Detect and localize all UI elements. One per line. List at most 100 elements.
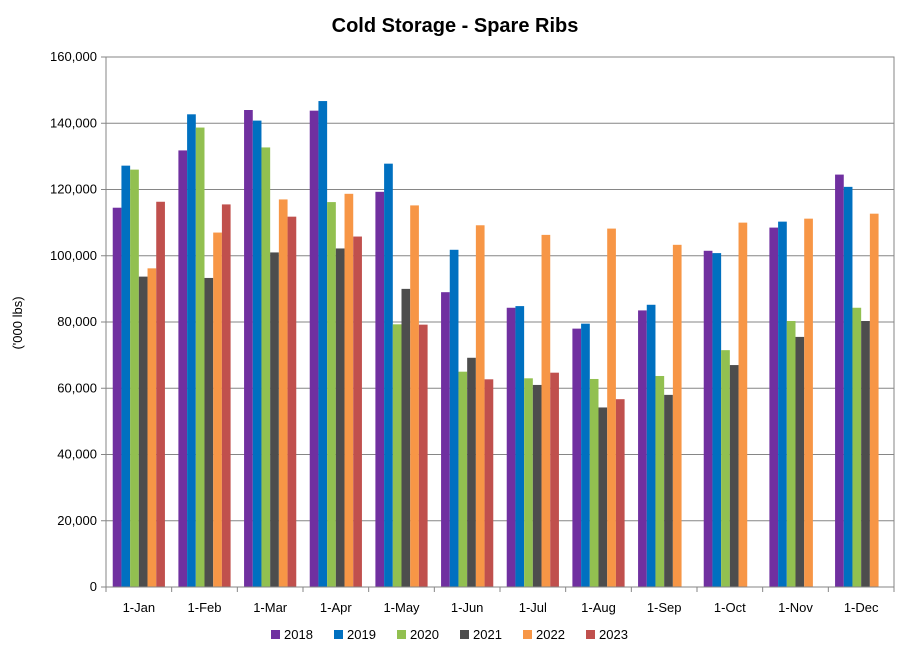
legend-swatch — [271, 630, 280, 639]
x-tick-label: 1-Apr — [320, 600, 352, 615]
bar — [204, 277, 214, 587]
bar — [550, 372, 559, 587]
legend-label: 2021 — [473, 627, 502, 642]
bar — [524, 378, 533, 587]
bar — [852, 307, 862, 587]
bar — [655, 375, 665, 587]
chart-title: Cold Storage - Spare Ribs — [332, 15, 579, 37]
bar — [112, 207, 122, 587]
x-tick-label: 1-Jun — [451, 600, 484, 615]
y-tick-label: 160,000 — [50, 49, 97, 64]
bar — [467, 357, 476, 587]
bar — [861, 321, 870, 587]
y-tick-label: 20,000 — [57, 513, 97, 528]
bar — [287, 216, 297, 587]
axes: 0 20,000 40,000 60,000 80,000 100,000 120,000 1… — [50, 49, 895, 615]
bar — [187, 114, 196, 588]
bar — [843, 186, 853, 587]
bar — [506, 307, 516, 587]
legend-item: 2022 — [523, 627, 565, 642]
bar — [147, 268, 157, 587]
x-tick-label: 1-Mar — [253, 600, 288, 615]
bar — [418, 324, 428, 587]
bar — [244, 110, 253, 587]
bar — [615, 399, 625, 587]
bar — [598, 407, 608, 587]
bar — [261, 147, 271, 587]
x-tick-label: 1-Nov — [778, 600, 813, 615]
y-axis-label: ('000 lbs) — [10, 296, 25, 349]
bar — [729, 365, 739, 587]
bar — [581, 323, 590, 587]
bar — [401, 288, 411, 587]
bar — [195, 127, 205, 588]
bar — [869, 213, 879, 587]
x-tick-label: 1-Aug — [581, 600, 616, 615]
bar — [392, 324, 402, 587]
bar — [778, 221, 787, 587]
bar — [532, 384, 542, 587]
bar — [441, 292, 450, 587]
bar — [738, 222, 748, 587]
bar — [804, 218, 813, 587]
bar — [672, 244, 682, 587]
bar — [541, 234, 551, 587]
bar — [835, 174, 844, 587]
bar — [484, 379, 494, 587]
bar — [353, 236, 362, 587]
legend-item: 2019 — [334, 627, 376, 642]
bar — [252, 120, 262, 587]
x-tick-label: 1-Jul — [519, 600, 547, 615]
bars — [112, 101, 879, 588]
y-tick-label: 120,000 — [50, 182, 97, 197]
y-tick-label: 0 — [90, 579, 97, 594]
bar — [410, 205, 419, 587]
legend-swatch — [334, 630, 343, 639]
legend-label: 2022 — [536, 627, 565, 642]
bar — [178, 150, 188, 587]
bar — [384, 163, 393, 587]
legend-label: 2020 — [410, 627, 439, 642]
bar — [607, 228, 616, 587]
y-tick-label: 80,000 — [57, 314, 97, 329]
bar — [221, 204, 231, 587]
bar — [309, 110, 319, 587]
legend-label: 2018 — [284, 627, 313, 642]
legend: 2018 2019 2020 2021 2022 2023 — [271, 627, 628, 642]
bar — [327, 202, 336, 587]
bar — [721, 350, 730, 587]
bar — [449, 249, 459, 587]
y-tick-label: 140,000 — [50, 115, 97, 130]
bar — [156, 201, 165, 587]
legend-swatch — [397, 630, 406, 639]
bar — [638, 310, 647, 587]
legend-swatch — [586, 630, 595, 639]
bar — [475, 225, 485, 587]
legend-item: 2018 — [271, 627, 313, 642]
bar — [703, 250, 713, 587]
bar — [270, 252, 279, 587]
bar — [335, 248, 345, 587]
bar — [318, 101, 328, 588]
legend-label: 2023 — [599, 627, 628, 642]
bar — [795, 336, 805, 587]
bar — [646, 304, 656, 587]
y-tick-label: 60,000 — [57, 380, 97, 395]
legend-swatch — [460, 630, 469, 639]
bar — [786, 321, 796, 587]
x-tick-label: 1-Feb — [188, 600, 222, 615]
x-tick-label: 1-Jan — [123, 600, 156, 615]
x-tick-label: 1-May — [383, 600, 420, 615]
bar — [458, 371, 468, 587]
legend-swatch — [523, 630, 532, 639]
bar — [664, 394, 673, 587]
y-tick-label: 40,000 — [57, 447, 97, 462]
legend-item: 2023 — [586, 627, 628, 642]
bar — [138, 276, 148, 587]
bar — [375, 191, 385, 587]
legend-item: 2021 — [460, 627, 502, 642]
bar — [769, 227, 779, 587]
x-tick-label: 1-Dec — [844, 600, 879, 615]
legend-item: 2020 — [397, 627, 439, 642]
bar — [278, 199, 288, 587]
